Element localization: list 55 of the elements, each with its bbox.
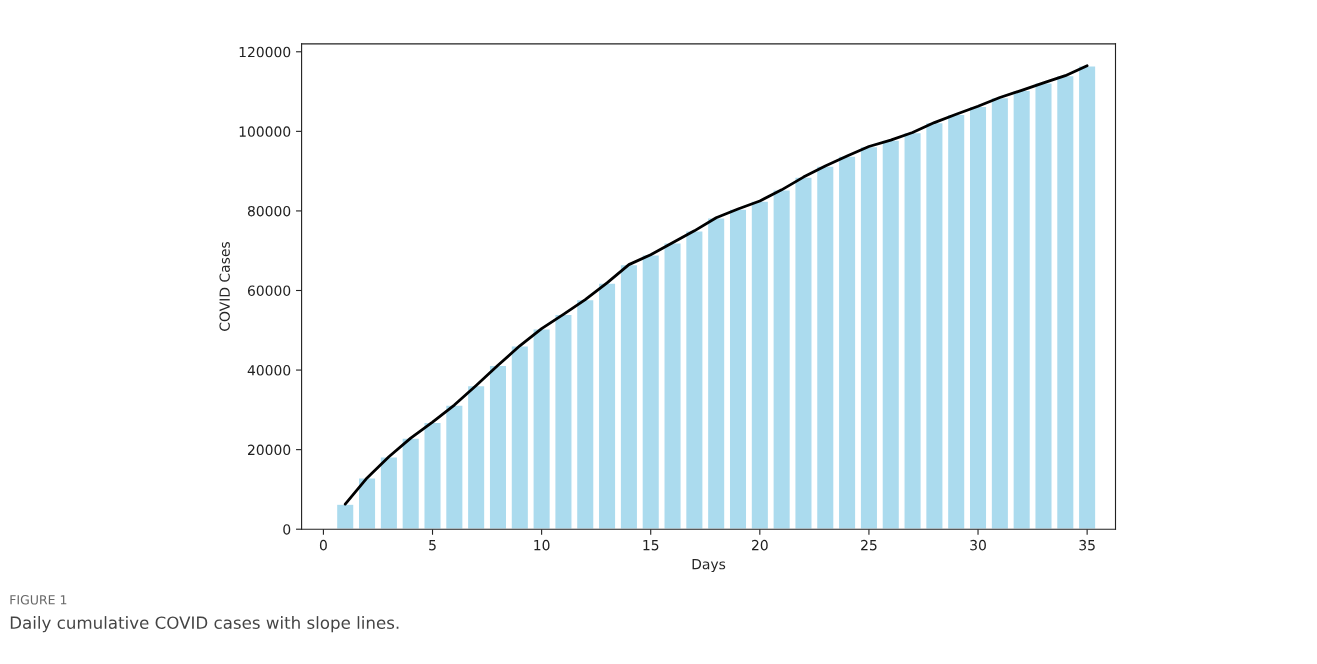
text: Daily cumulative COVID cases with slope lines. bbox=[10, 616, 399, 633]
bar bbox=[968, 105, 988, 530]
y-tick-label: 40000 bbox=[247, 365, 291, 376]
x-tick-label: 35 bbox=[1079, 539, 1095, 551]
y-tick-label: 0 bbox=[283, 524, 291, 535]
bar bbox=[575, 298, 595, 530]
bar bbox=[859, 145, 879, 530]
bar bbox=[444, 404, 464, 530]
bar bbox=[684, 230, 704, 530]
bar bbox=[1055, 74, 1075, 530]
bar bbox=[728, 208, 748, 530]
x-tick-label: 0 bbox=[319, 539, 327, 551]
y-tick-label: 100000 bbox=[239, 126, 291, 137]
bar bbox=[597, 282, 617, 530]
bar bbox=[924, 121, 944, 530]
x-tick-label: 25 bbox=[861, 539, 877, 551]
y-tick-label: 80000 bbox=[247, 205, 291, 217]
bar bbox=[554, 313, 573, 530]
bar bbox=[488, 364, 508, 530]
bar bbox=[1077, 65, 1097, 530]
bar bbox=[794, 176, 813, 530]
bar bbox=[903, 131, 922, 530]
x-tick-label: 15 bbox=[643, 540, 659, 551]
x-axis-title: Days bbox=[692, 559, 726, 573]
y-tick-label: 20000 bbox=[248, 444, 291, 456]
bar bbox=[815, 165, 835, 530]
bar bbox=[946, 113, 966, 530]
y-tick-label: 120000 bbox=[239, 46, 291, 58]
bar bbox=[1034, 82, 1053, 530]
bar bbox=[750, 200, 770, 530]
bar bbox=[401, 437, 421, 530]
bar bbox=[357, 477, 377, 530]
bar bbox=[990, 96, 1010, 530]
bar bbox=[423, 421, 442, 530]
bar bbox=[1012, 89, 1032, 530]
x-tick-label: 20 bbox=[752, 539, 768, 551]
bar bbox=[837, 155, 857, 530]
bar bbox=[641, 253, 661, 530]
y-tick-label: 60000 bbox=[247, 285, 291, 296]
x-tick-label: 30 bbox=[970, 539, 986, 551]
caption: FIGURE 1 bbox=[10, 595, 67, 605]
bar bbox=[881, 139, 901, 530]
x-tick-label: 5 bbox=[429, 540, 436, 551]
bar bbox=[619, 263, 639, 530]
y-axis-title: COVID Cases bbox=[219, 242, 230, 331]
bar bbox=[532, 327, 552, 530]
bar bbox=[466, 384, 486, 530]
bar bbox=[706, 216, 726, 530]
bar bbox=[335, 503, 355, 530]
line-series bbox=[343, 64, 1089, 506]
x-tick-label: 10 bbox=[534, 539, 550, 551]
bar bbox=[379, 456, 399, 530]
bar bbox=[510, 345, 530, 530]
bar bbox=[772, 189, 792, 530]
bar bbox=[663, 242, 682, 530]
